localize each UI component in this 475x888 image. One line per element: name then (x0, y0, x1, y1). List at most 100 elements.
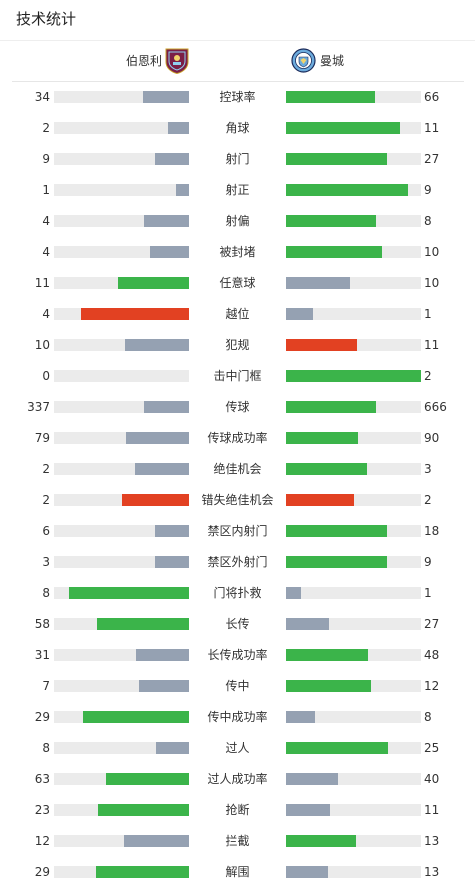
away-stat-bar (286, 835, 421, 847)
home-stat-bar-fill (155, 556, 189, 568)
away-stat-bar (286, 773, 421, 785)
away-stat-bar-fill (286, 91, 376, 103)
stat-label: 过人 (225, 741, 250, 755)
home-stat-bar-fill (175, 184, 189, 196)
stat-label: 长传成功率 (207, 648, 268, 662)
away-stat-bar (286, 556, 421, 568)
away-stat-bar (286, 525, 421, 537)
away-stat-bar-fill (286, 401, 376, 413)
away-stat-bar-fill (286, 680, 372, 692)
home-stat-bar-fill (155, 525, 189, 537)
stat-row: 8 门将扑救 1 (0, 578, 475, 609)
man-city-crest-icon[interactable] (291, 48, 316, 73)
home-stat-bar-fill (118, 277, 189, 289)
home-stat-bar-fill (168, 122, 189, 134)
home-stat-bar-fill (96, 618, 189, 630)
stat-label: 任意球 (219, 276, 256, 290)
home-stat-value: 79 (34, 431, 50, 445)
home-stat-bar (54, 432, 189, 444)
away-stat-bar-fill (286, 525, 388, 537)
away-stat-bar-fill (286, 711, 316, 723)
away-stat-bar-fill (286, 153, 388, 165)
stat-row: 4 越位 1 (0, 299, 475, 330)
away-stat-value: 3 (424, 462, 432, 476)
home-stat-bar-fill (144, 215, 189, 227)
away-stat-value: 90 (424, 431, 440, 445)
stat-label: 禁区内射门 (207, 524, 268, 538)
stat-label: 解围 (225, 865, 250, 879)
away-stat-bar-fill (286, 556, 388, 568)
away-stat-bar-fill (286, 773, 339, 785)
away-stat-bar (286, 680, 421, 692)
away-stat-bar-fill (286, 184, 408, 196)
stat-row: 8 过人 25 (0, 733, 475, 764)
stat-label: 传中 (225, 679, 250, 693)
away-stat-bar (286, 370, 421, 382)
stat-label: 禁区外射门 (207, 555, 268, 569)
stat-label: 绝佳机会 (213, 462, 262, 476)
away-stat-value: 13 (424, 834, 440, 848)
home-stat-bar (54, 246, 189, 258)
stat-row: 2 错失绝佳机会 2 (0, 485, 475, 516)
away-stat-bar-fill (286, 618, 329, 630)
stat-label: 射门 (225, 152, 250, 166)
stat-row: 2 角球 11 (0, 113, 475, 144)
home-stat-bar-fill (121, 494, 189, 506)
away-stat-bar (286, 308, 421, 320)
stat-label: 射正 (225, 183, 250, 197)
home-team-name[interactable]: 伯恩利 (125, 54, 162, 68)
away-stat-value: 2 (424, 369, 432, 383)
home-stat-bar (54, 587, 189, 599)
stat-label: 长传 (225, 617, 250, 631)
stat-row: 9 射门 27 (0, 144, 475, 175)
away-stat-bar-fill (286, 866, 328, 878)
home-stat-bar-fill (136, 649, 189, 661)
home-stat-bar-fill (126, 432, 189, 444)
stat-row: 1 射正 9 (0, 175, 475, 206)
stat-label: 控球率 (219, 90, 256, 104)
home-stat-bar (54, 649, 189, 661)
away-stat-value: 8 (424, 710, 432, 724)
home-stat-bar-fill (124, 339, 189, 351)
home-stat-bar-fill (97, 804, 189, 816)
away-stat-bar (286, 866, 421, 878)
stat-row: 4 射偏 8 (0, 206, 475, 237)
stat-label: 拦截 (225, 834, 250, 848)
home-stat-bar-fill (139, 680, 189, 692)
home-stat-bar-fill (69, 587, 189, 599)
away-stat-bar (286, 122, 421, 134)
home-stat-value: 4 (42, 245, 50, 259)
stat-row: 3 禁区外射门 9 (0, 547, 475, 578)
stat-row: 29 解围 13 (0, 857, 475, 888)
home-stat-bar (54, 835, 189, 847)
stat-row: 12 拦截 13 (0, 826, 475, 857)
home-stat-bar (54, 370, 189, 382)
away-team-name[interactable]: 曼城 (320, 54, 345, 68)
stat-label: 错失绝佳机会 (201, 493, 274, 507)
home-stat-value: 10 (34, 338, 50, 352)
home-stat-value: 337 (27, 400, 50, 414)
away-stat-bar-fill (286, 122, 401, 134)
home-stat-bar-fill (143, 91, 189, 103)
away-stat-value: 11 (424, 803, 440, 817)
away-stat-value: 1 (424, 586, 432, 600)
away-stat-bar-fill (286, 835, 357, 847)
away-stat-value: 10 (424, 276, 440, 290)
home-stat-bar (54, 401, 189, 413)
away-stat-value: 11 (424, 121, 440, 135)
home-stat-bar-fill (155, 153, 189, 165)
away-stat-value: 1 (424, 307, 432, 321)
home-stat-bar (54, 556, 189, 568)
away-stat-value: 27 (424, 152, 440, 166)
away-stat-value: 25 (424, 741, 440, 755)
away-stat-value: 8 (424, 214, 432, 228)
home-stat-value: 1 (42, 183, 50, 197)
stat-row: 34 控球率 66 (0, 82, 475, 113)
home-stat-bar (54, 773, 189, 785)
home-stat-bar-fill (106, 773, 189, 785)
stat-row: 11 任意球 10 (0, 268, 475, 299)
home-stat-bar (54, 804, 189, 816)
away-stat-bar (286, 246, 421, 258)
burnley-crest-icon[interactable] (165, 48, 189, 74)
away-stat-bar (286, 153, 421, 165)
